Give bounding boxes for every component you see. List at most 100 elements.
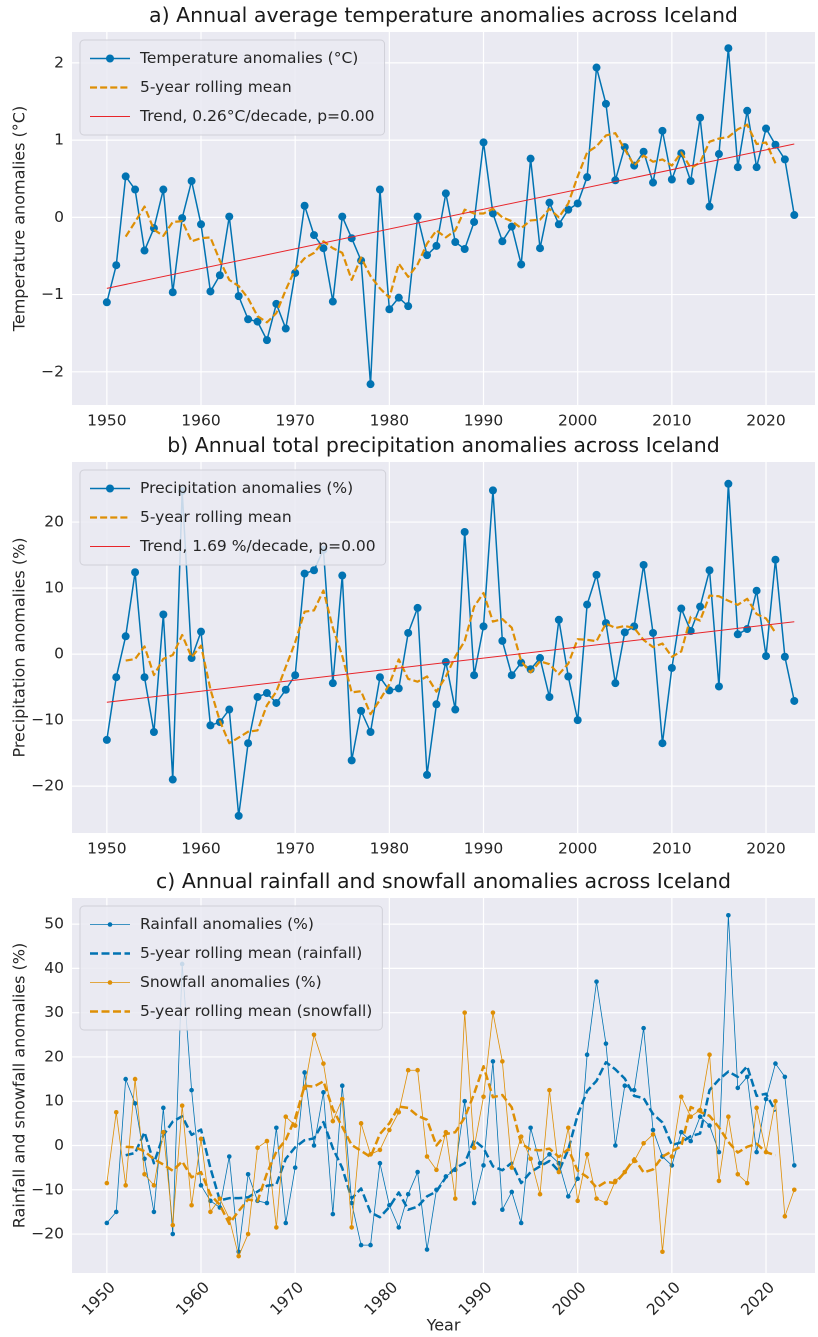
data-point [573,716,582,725]
data-point [556,1169,562,1175]
x-tick-label: 2010 [652,840,691,858]
data-point [131,185,140,194]
data-point [650,1132,656,1137]
data-point [321,1061,326,1066]
data-point [234,811,243,820]
data-point [131,568,140,577]
data-point [611,176,620,185]
data-point [613,1143,618,1148]
data-point [791,1163,797,1168]
data-point [707,1052,712,1058]
x-tick-label: 1990 [464,412,503,430]
data-point [404,302,413,311]
data-point [226,1154,232,1159]
data-point [123,1183,128,1188]
data-point [660,1249,665,1255]
data-point [743,625,752,634]
data-point [573,199,582,208]
data-point [244,739,253,748]
data-point [507,671,516,680]
y-tick-label: 20 [44,1047,64,1065]
data-point [688,1138,693,1144]
legend: Rainfall anomalies (%) 5-year rolling mea… [79,905,383,1031]
data-point [584,1052,590,1058]
data-point [583,173,592,182]
data-point [432,700,441,709]
data-point [434,1167,439,1173]
legend-label: 5-year rolling mean [140,508,292,526]
data-point [121,632,130,641]
data-point [752,163,761,172]
data-point [639,147,648,156]
data-point [639,560,648,569]
data-point [518,1220,524,1226]
data-point [368,1242,373,1248]
data-point [197,220,206,229]
data-point [697,1114,703,1120]
data-point [423,770,432,779]
series-line [106,47,796,385]
data-point [123,1076,128,1082]
panel: c) Annual rainfall and snowfall anomalie… [10,869,815,1335]
x-axis-label: Year [426,1316,461,1335]
data-point [678,1094,684,1100]
data-point [641,1140,646,1146]
y-tick-label: 10 [44,579,64,597]
x-tick-label: 1970 [275,840,314,858]
data-point [500,1059,505,1064]
data-point [225,705,234,714]
data-point [358,1121,364,1126]
y-tick-label: 2 [54,53,64,71]
data-point [498,636,507,645]
data-point [782,1074,788,1080]
data-point [780,155,789,164]
data-point [113,1209,119,1215]
legend-marker [106,54,114,63]
data-point [564,205,573,214]
data-point [292,1123,298,1128]
data-point [349,1225,354,1230]
x-tick-label: 2020 [746,412,785,430]
data-point [375,185,384,194]
data-point [170,1222,176,1228]
data-point [413,603,422,612]
data-point [743,106,752,115]
data-point [667,175,676,184]
legend-label: Temperature anomalies (°C) [139,49,358,67]
data-point [488,209,497,218]
data-point [782,1214,788,1219]
data-point [752,586,761,595]
data-point [631,1087,637,1093]
data-point [658,739,667,748]
legend: Temperature anomalies (°C) 5-year rolling… [79,39,386,136]
data-point [592,63,601,72]
data-point [584,1152,590,1157]
data-point [733,630,742,639]
data-point [705,202,714,211]
data-point [677,604,686,613]
data-point [509,1189,515,1195]
data-point [564,672,573,681]
data-point [724,44,733,53]
data-point [394,684,403,693]
data-point [394,293,403,302]
data-point [481,1163,486,1168]
x-tick-label: 2010 [643,1278,684,1319]
data-point [149,727,158,736]
data-point [140,673,149,682]
y-tick-label: −20 [31,1225,64,1243]
data-point [112,673,121,682]
data-point [528,1156,533,1162]
data-point [594,1196,599,1201]
data-point [377,1147,383,1153]
data-point [460,527,469,536]
y-tick-label: −10 [31,711,64,729]
data-point [726,912,731,918]
data-point [311,1032,317,1038]
data-point [528,1125,533,1131]
data-point [714,682,723,691]
data-point [545,693,554,702]
data-point [763,1096,769,1102]
data-point [507,222,516,231]
